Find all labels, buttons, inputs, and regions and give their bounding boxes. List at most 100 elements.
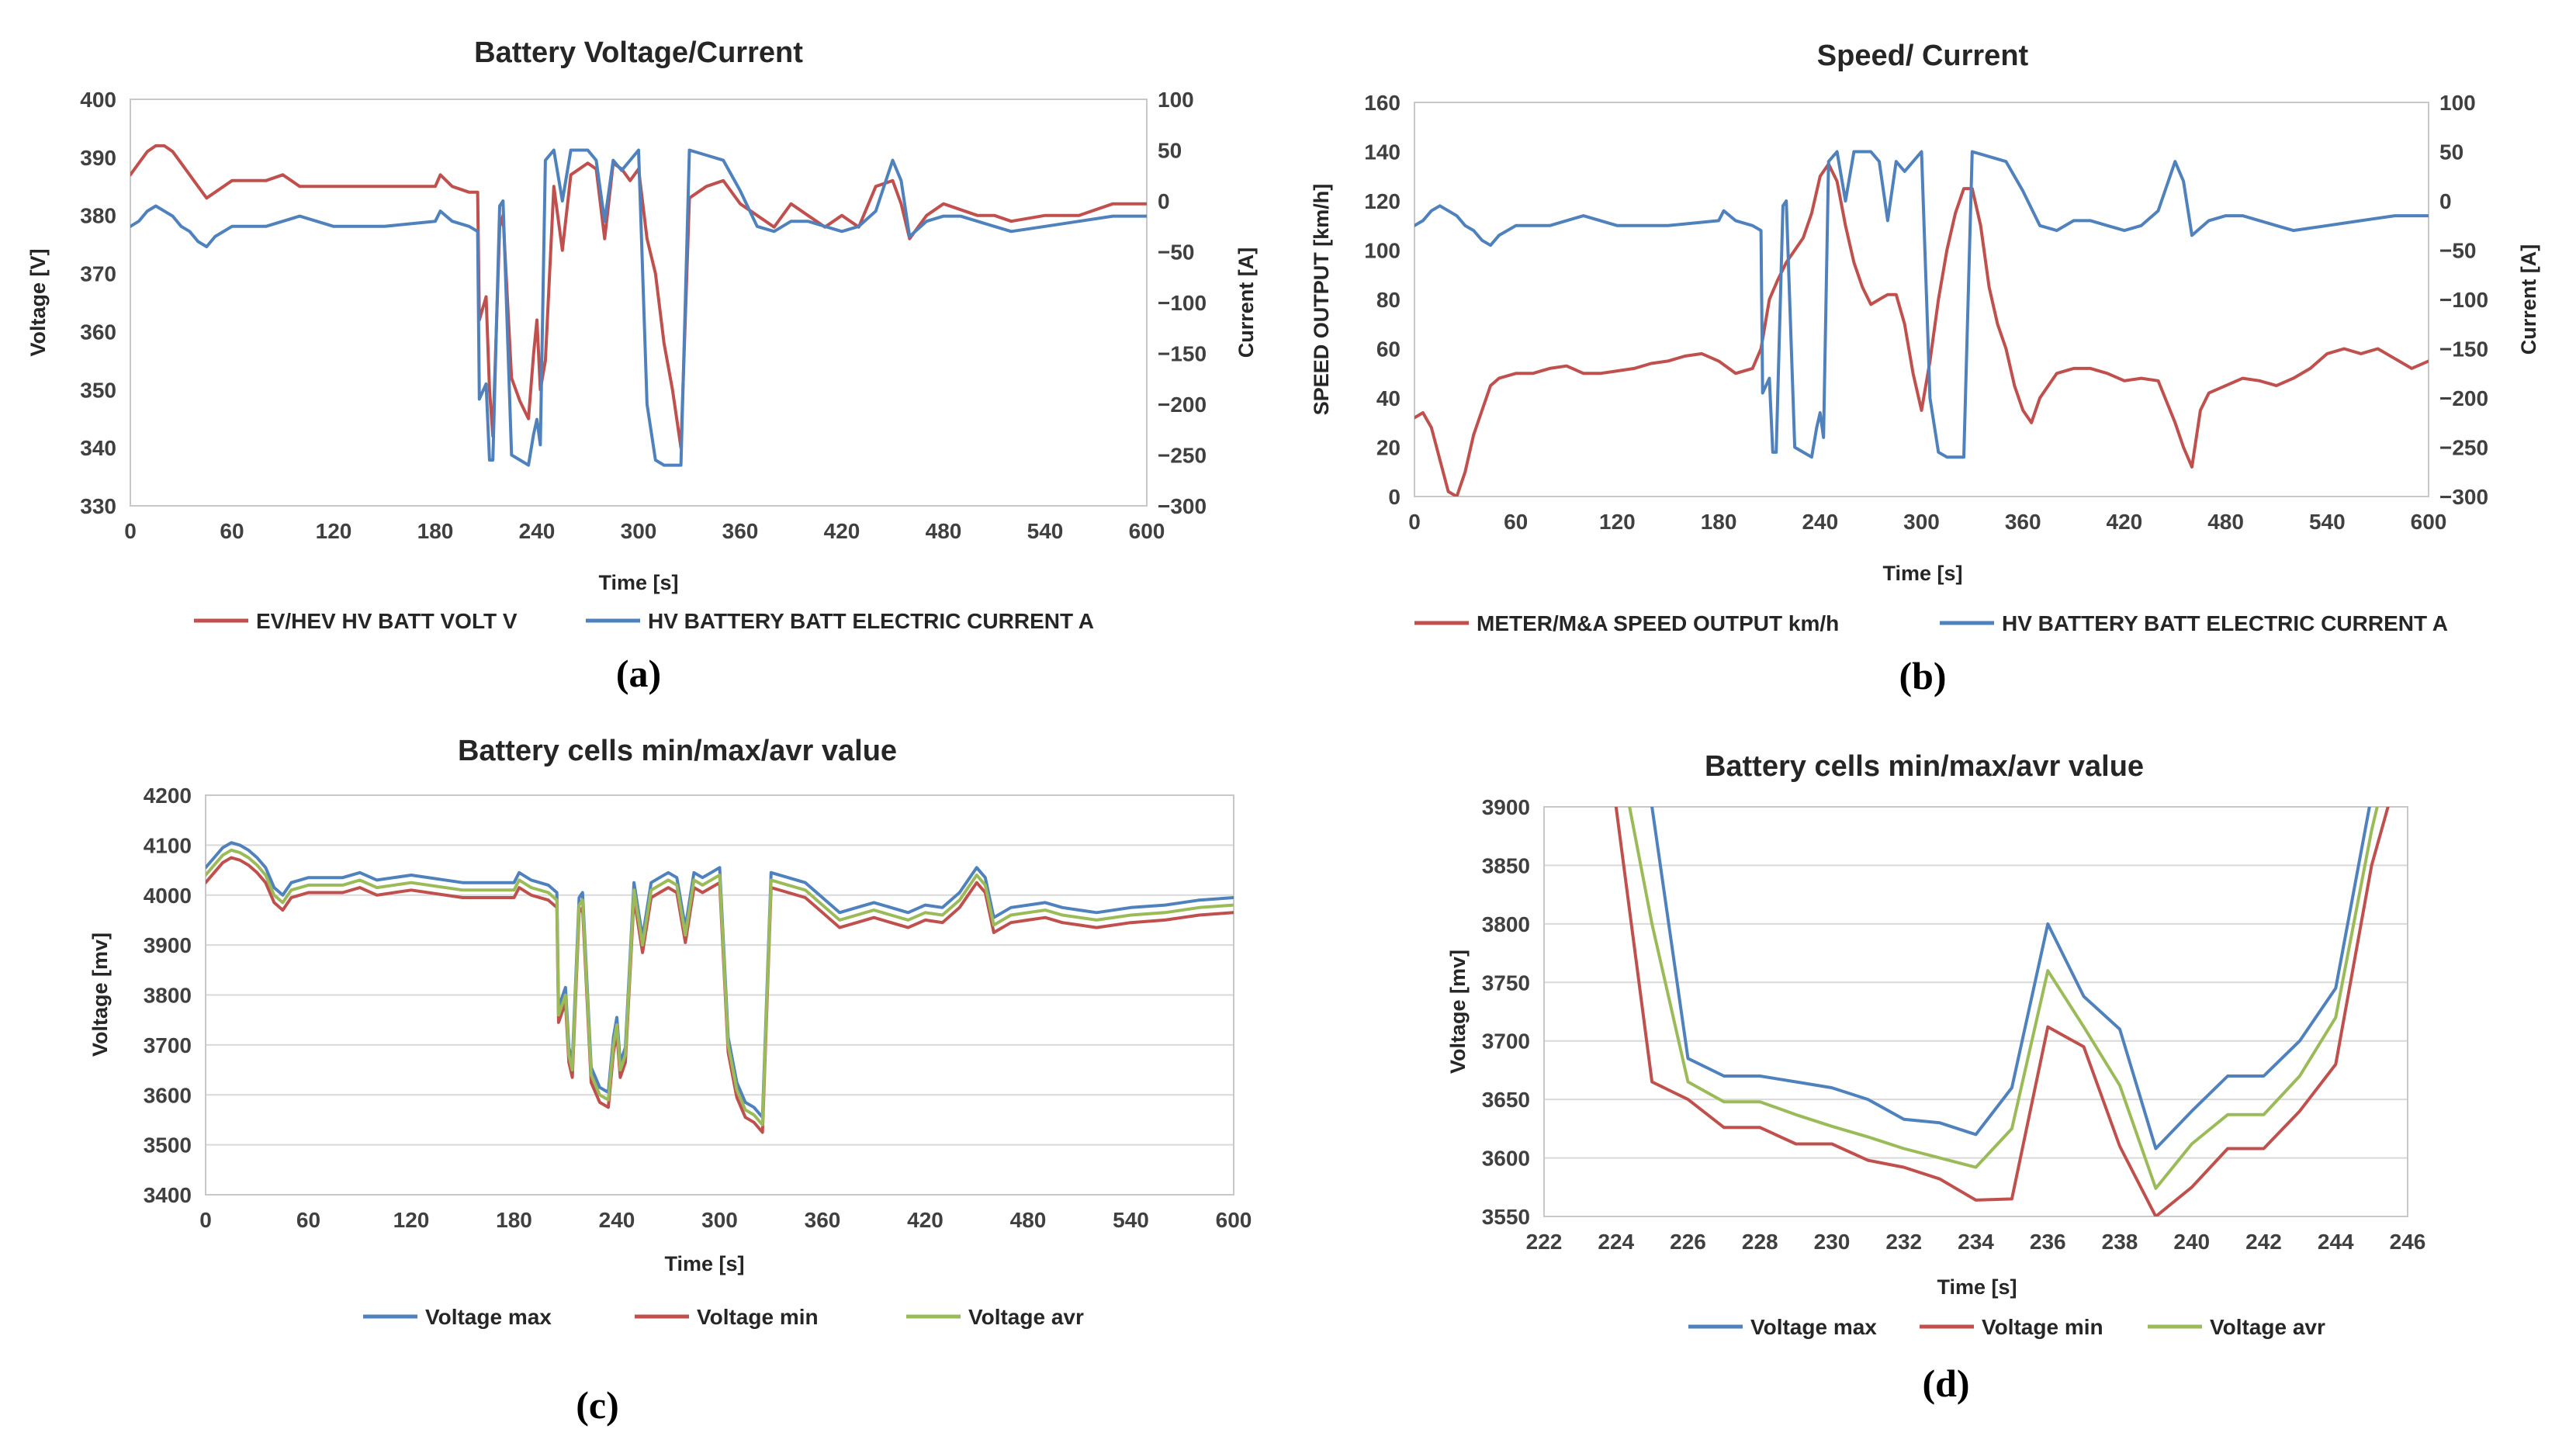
y-tick-label: 390 — [80, 146, 116, 170]
y-tick-label: 3600 — [1482, 1147, 1530, 1171]
y2-axis-label: Current [A] — [2517, 244, 2540, 355]
y2-tick-label: 0 — [1158, 189, 1170, 213]
x-tick-label: 300 — [621, 519, 657, 543]
x-tick-label: 180 — [1701, 510, 1737, 534]
legend-label: Voltage max — [425, 1305, 552, 1329]
y-tick-label: 380 — [80, 204, 116, 228]
x-tick-label: 420 — [907, 1208, 943, 1232]
plot-frame — [130, 99, 1148, 507]
y2-tick-label: 0 — [2439, 189, 2452, 213]
series-line-voltage-avr — [1628, 807, 2379, 1190]
series-line-hv-battery-batt-electric-current-a — [1414, 150, 2429, 459]
y2-axis-label: Current [A] — [1234, 247, 1258, 358]
chart-c: Battery cells min/max/avr value 0 60 120 180… — [88, 735, 1252, 1427]
x-tick-label: 60 — [220, 519, 244, 543]
y2-tick-label: −200 — [2439, 386, 2488, 410]
x-tick-label: 360 — [805, 1208, 841, 1232]
y-tick-label: 100 — [1364, 239, 1401, 263]
chart-title: Battery Voltage/Current — [474, 36, 803, 69]
y2-tick-label: −200 — [1158, 393, 1207, 417]
y-tick-label: 3900 — [1482, 795, 1530, 819]
x-tick-label: 0 — [124, 519, 137, 543]
legend-label: Voltage min — [697, 1305, 819, 1329]
x-tick-label: 120 — [393, 1208, 430, 1232]
y2-tick-label: −150 — [1158, 342, 1207, 366]
panel-label: (d) — [1922, 1362, 1969, 1405]
y-axis-label: SPEED OUTPUT [km/h] — [1310, 184, 1333, 416]
legend-label: METER/M&A SPEED OUTPUT km/h — [1477, 611, 1839, 635]
x-tick-label: 222 — [1526, 1230, 1563, 1254]
y-tick-label: 3700 — [144, 1033, 192, 1057]
chart-a: Battery Voltage/Current 0 60 120 180 240 300 36… — [26, 36, 1258, 695]
x-tick-label: 540 — [2309, 510, 2346, 534]
y2-tick-label: −100 — [1158, 291, 1207, 315]
y-tick-label: 350 — [80, 378, 116, 402]
x-tick-label: 180 — [496, 1208, 532, 1232]
x-tick-label: 420 — [2107, 510, 2143, 534]
y2-tick-label: 50 — [2439, 140, 2463, 164]
plot-frame — [205, 794, 1234, 1196]
x-tick-label: 246 — [2390, 1230, 2426, 1254]
x-tick-label: 0 — [199, 1208, 212, 1232]
legend-label: Voltage avr — [2210, 1315, 2325, 1339]
y2-tick-label: 100 — [1158, 88, 1194, 112]
x-tick-label: 240 — [599, 1208, 635, 1232]
y-tick-label: 3600 — [144, 1083, 192, 1107]
legend-label: Voltage max — [1750, 1315, 1877, 1339]
y-tick-label: 3400 — [144, 1183, 192, 1207]
x-tick-label: 360 — [2005, 510, 2041, 534]
plot-frame — [1414, 102, 2429, 497]
y-tick-label: 3850 — [1482, 853, 1530, 877]
panel-label: (c) — [576, 1383, 619, 1427]
x-tick-label: 240 — [519, 519, 556, 543]
x-tick-label: 300 — [1903, 510, 1940, 534]
panel-label: (b) — [1899, 654, 1946, 697]
y-axis-label: Voltage [V] — [26, 248, 50, 356]
y2-tick-label: −150 — [2439, 337, 2488, 362]
chart-title: Battery cells min/max/avr value — [458, 735, 897, 767]
x-tick-label: 0 — [1408, 510, 1421, 534]
chart-title: Battery cells min/max/avr value — [1705, 750, 2144, 783]
plot-frame — [1543, 806, 2408, 1217]
x-tick-label: 238 — [2102, 1230, 2138, 1254]
series-line-meter-m-a-speed-output-km-h — [1414, 162, 2429, 497]
y2-tick-label: −250 — [2439, 436, 2488, 460]
y-axis-label: Voltage [mv] — [88, 933, 112, 1057]
y2-tick-label: 100 — [2439, 91, 2476, 115]
legend-label: Voltage avr — [968, 1305, 1084, 1329]
x-axis-label: Time [s] — [1882, 562, 1962, 585]
y-tick-label: 360 — [80, 320, 116, 344]
series-line-hv-battery-batt-electric-current-a — [130, 148, 1147, 467]
x-axis-label: Time [s] — [598, 571, 678, 594]
series-line-voltage-avr — [206, 848, 1234, 1126]
y-tick-label: 0 — [1388, 485, 1401, 509]
y-tick-label: 3800 — [1482, 912, 1530, 936]
y-tick-label: 3500 — [144, 1133, 192, 1158]
y-tick-label: 370 — [80, 262, 116, 286]
x-axis-label: Time [s] — [664, 1252, 744, 1275]
series-line-voltage-min — [1614, 807, 2390, 1216]
legend-label: HV BATTERY BATT ELECTRIC CURRENT A — [2002, 611, 2448, 635]
y-tick-label: 60 — [1376, 337, 1401, 362]
x-tick-label: 360 — [722, 519, 759, 543]
x-tick-label: 480 — [1010, 1208, 1047, 1232]
x-tick-label: 60 — [1504, 510, 1528, 534]
panel-label: (a) — [616, 652, 661, 695]
y-tick-label: 3750 — [1482, 971, 1530, 995]
y-tick-label: 340 — [80, 436, 116, 460]
y-tick-label: 4100 — [144, 833, 192, 857]
series-line-voltage-max — [206, 841, 1234, 1119]
chart-title: Speed/ Current — [1817, 40, 2029, 72]
y-tick-label: 3700 — [1482, 1029, 1530, 1054]
y-tick-label: 330 — [80, 494, 116, 518]
x-tick-label: 600 — [1216, 1208, 1252, 1232]
x-tick-label: 480 — [926, 519, 962, 543]
x-tick-label: 244 — [2318, 1230, 2354, 1254]
legend-label: Voltage min — [1982, 1315, 2103, 1339]
x-tick-label: 60 — [296, 1208, 320, 1232]
y-tick-label: 80 — [1376, 288, 1401, 312]
x-tick-label: 240 — [2173, 1230, 2210, 1254]
x-tick-label: 242 — [2245, 1230, 2282, 1254]
y2-tick-label: −300 — [2439, 485, 2488, 509]
